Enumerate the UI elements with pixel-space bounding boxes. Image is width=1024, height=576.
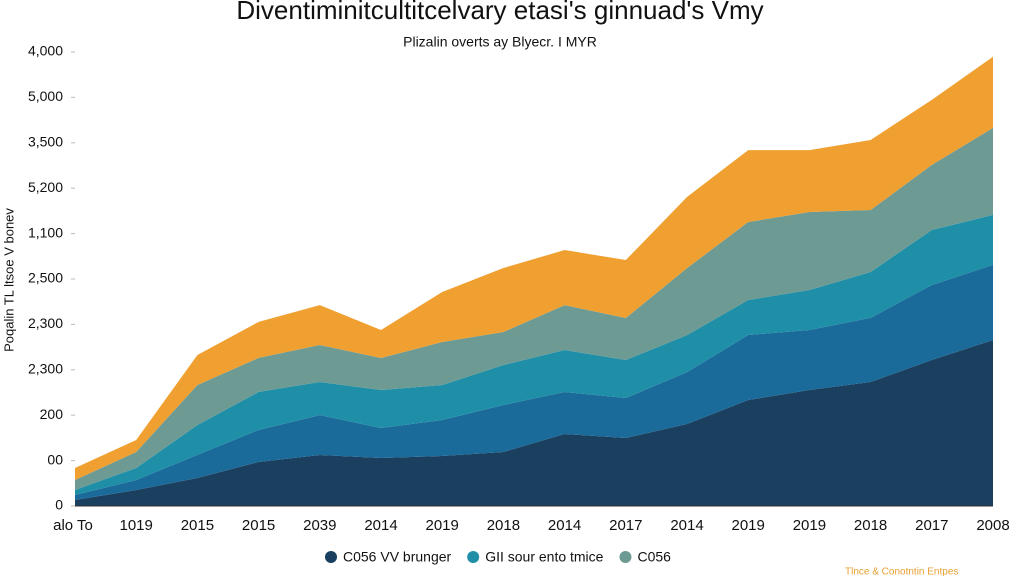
x-tick-label: 2015: [181, 517, 214, 534]
x-tick-label: 2019: [426, 517, 459, 534]
x-tick-label: 2019: [793, 517, 826, 534]
x-tick-label: 2017: [609, 517, 642, 534]
area: [75, 214, 993, 495]
x-tick-label: 2008: [976, 517, 1009, 534]
x-tick-label: 2019: [732, 517, 765, 534]
y-axis-label: Poqalin TL ltsoe V bonev: [1, 208, 16, 352]
x-tick-label: 1019: [120, 517, 153, 534]
legend-marker: [619, 551, 632, 563]
y-tick-label: 2,300: [28, 361, 63, 377]
y-tick-label: 2,500: [28, 270, 63, 286]
chart-subtitle: Plizalin overts ay Blyecr. I MYR: [403, 34, 597, 50]
x-tick-label: 2017: [915, 517, 948, 534]
area: [75, 339, 993, 506]
x-tick-label: 2014: [364, 517, 397, 534]
area: [75, 264, 993, 500]
x-tick-label: 2014: [670, 517, 703, 534]
y-tick-label: 00: [47, 451, 63, 467]
y-tick-label: 3,500: [28, 134, 63, 150]
x-tick-label: 2015: [242, 517, 275, 534]
y-tick-label: 1,100: [28, 224, 63, 240]
legend-label: GII sour ento tmice: [485, 549, 603, 565]
x-tick-label: 2014: [548, 517, 581, 534]
y-tick-label: 0: [55, 497, 63, 513]
y-tick-label: 5,200: [28, 179, 63, 195]
y-tick-label: 200: [40, 406, 64, 422]
x-tick-label: 2018: [854, 517, 887, 534]
legend-marker: [325, 551, 337, 563]
x-tick-label: 2039: [303, 517, 336, 534]
y-tick-label: 5,000: [28, 88, 63, 104]
y-tick-label: 4,000: [28, 43, 63, 59]
legend-label: C056 VV brunger: [343, 549, 452, 565]
y-tick-label: 2,300: [28, 315, 63, 331]
x-tick-label: 2018: [487, 517, 520, 534]
annotation: Tlnce & Conotntin Entpes: [845, 567, 958, 576]
chart-title: Diventiminitcultitcelvary etasi's ginnua…: [236, 0, 763, 25]
x-tick-label: alo To: [53, 517, 93, 534]
legend-marker: [467, 551, 480, 563]
legend-label: C056: [637, 549, 671, 565]
area: [75, 56, 993, 481]
